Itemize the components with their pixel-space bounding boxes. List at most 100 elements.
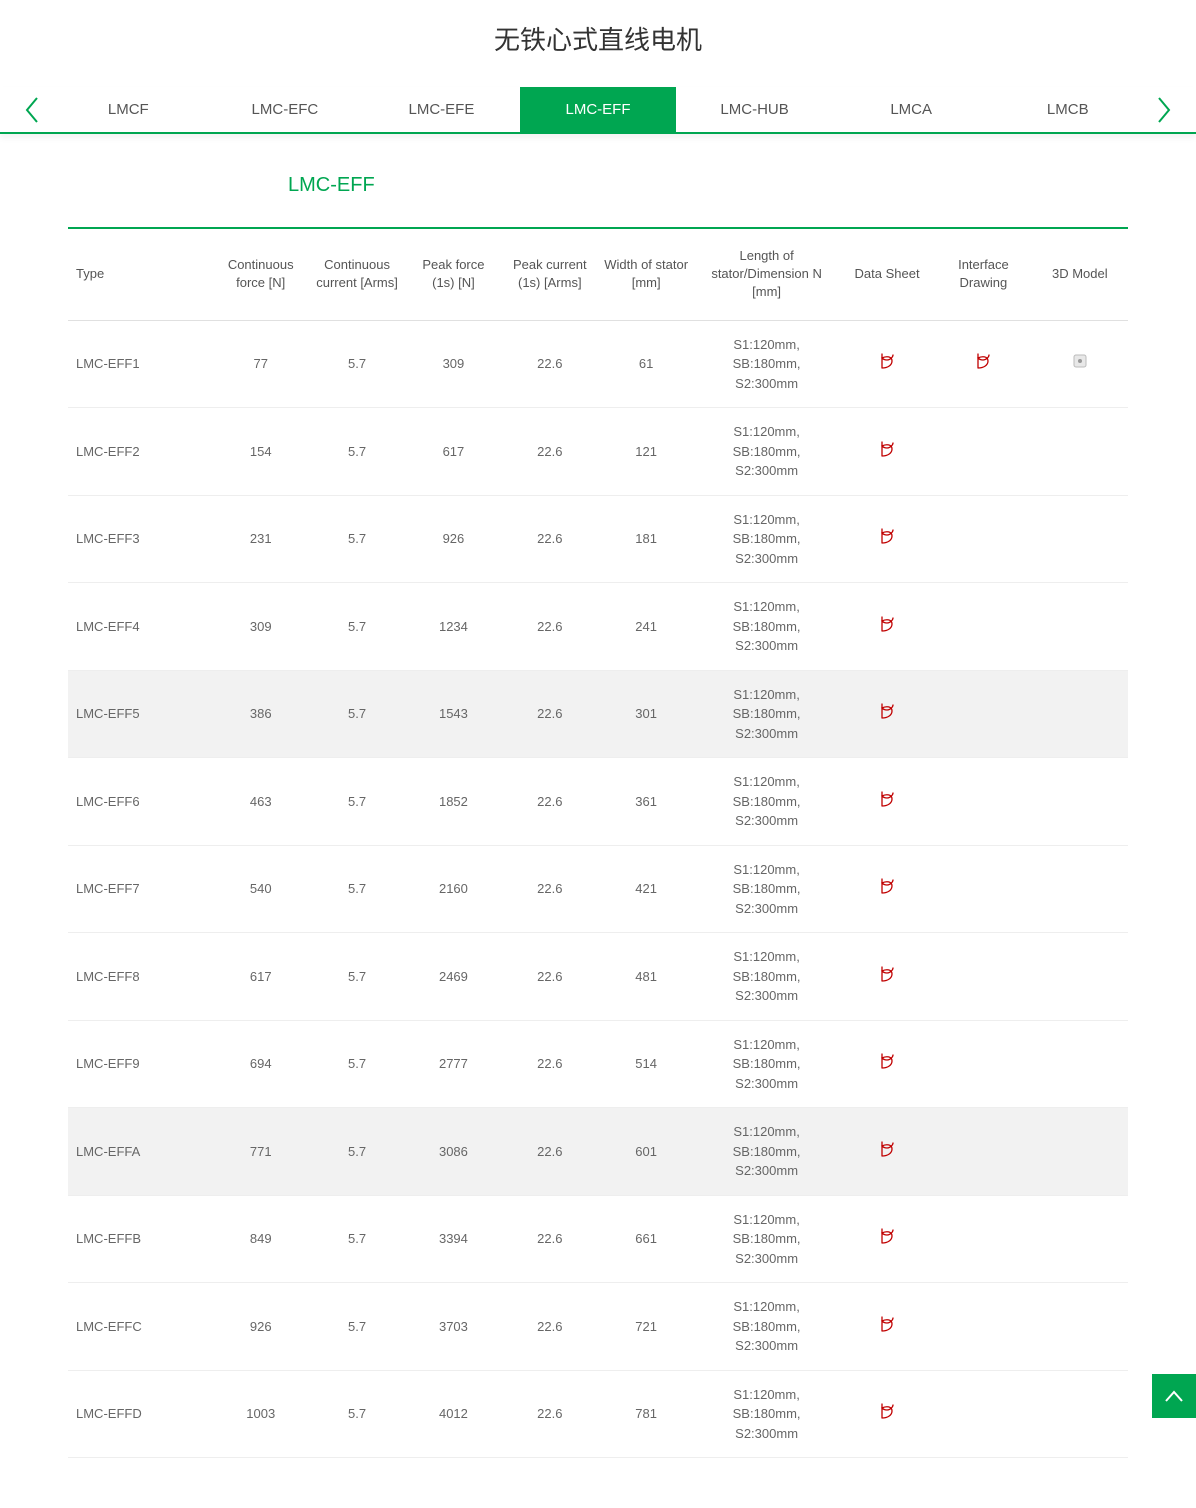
3d-model-cell — [1032, 1283, 1128, 1371]
column-header: 3D Model — [1032, 228, 1128, 320]
tab-lmc-efc[interactable]: LMC-EFC — [207, 87, 364, 132]
tabs-prev-button[interactable] — [18, 91, 46, 129]
tab-lmcf[interactable]: LMCF — [50, 87, 207, 132]
table-cell: LMC-EFF2 — [68, 408, 213, 496]
pdf-icon[interactable] — [879, 528, 895, 544]
table-row: LMC-EFF86175.7246922.6481S1:120mm, SB:18… — [68, 933, 1128, 1021]
table-cell: 3394 — [405, 1195, 501, 1283]
datasheet-cell — [839, 933, 935, 1021]
table-cell: 5.7 — [309, 1020, 405, 1108]
interface-drawing-cell — [935, 933, 1031, 1021]
table-cell: 22.6 — [502, 495, 598, 583]
interface-drawing-cell — [935, 408, 1031, 496]
datasheet-cell — [839, 408, 935, 496]
table-cell: LMC-EFF1 — [68, 320, 213, 408]
table-cell: 309 — [405, 320, 501, 408]
table-cell: 5.7 — [309, 583, 405, 671]
scroll-top-button[interactable] — [1152, 1374, 1196, 1418]
pdf-icon[interactable] — [879, 791, 895, 807]
table-cell: 514 — [598, 1020, 694, 1108]
table-cell: 1234 — [405, 583, 501, 671]
table-cell: 22.6 — [502, 933, 598, 1021]
3d-model-cell — [1032, 1195, 1128, 1283]
interface-drawing-cell — [935, 583, 1031, 671]
table-cell: 463 — [213, 758, 309, 846]
table-row: LMC-EFFB8495.7339422.6661S1:120mm, SB:18… — [68, 1195, 1128, 1283]
table-cell: LMC-EFF4 — [68, 583, 213, 671]
datasheet-cell — [839, 1370, 935, 1458]
interface-drawing-cell — [935, 1108, 1031, 1196]
table-cell: 3086 — [405, 1108, 501, 1196]
column-header: Type — [68, 228, 213, 320]
3d-model-cell — [1032, 670, 1128, 758]
table-cell: 601 — [598, 1108, 694, 1196]
table-cell: S1:120mm, SB:180mm, S2:300mm — [694, 1283, 839, 1371]
table-cell: 309 — [213, 583, 309, 671]
pdf-icon[interactable] — [879, 1403, 895, 1419]
table-body: LMC-EFF1775.730922.661S1:120mm, SB:180mm… — [68, 320, 1128, 1458]
table-cell: 481 — [598, 933, 694, 1021]
tab-lmca[interactable]: LMCA — [833, 87, 990, 132]
column-header: Length of stator/Dimension N [mm] — [694, 228, 839, 320]
table-cell: 22.6 — [502, 1370, 598, 1458]
datasheet-cell — [839, 1020, 935, 1108]
tab-lmcb[interactable]: LMCB — [989, 87, 1146, 132]
column-header: Width of stator [mm] — [598, 228, 694, 320]
table-cell: LMC-EFFD — [68, 1370, 213, 1458]
interface-drawing-cell — [935, 845, 1031, 933]
tabs-list: LMCFLMC-EFCLMC-EFELMC-EFFLMC-HUBLMCALMCB — [50, 87, 1146, 132]
datasheet-cell — [839, 583, 935, 671]
table-cell: S1:120mm, SB:180mm, S2:300mm — [694, 320, 839, 408]
tab-lmc-efe[interactable]: LMC-EFE — [363, 87, 520, 132]
table-cell: 2777 — [405, 1020, 501, 1108]
3d-model-cell — [1032, 583, 1128, 671]
table-cell: 22.6 — [502, 1195, 598, 1283]
table-cell: 1543 — [405, 670, 501, 758]
pdf-icon[interactable] — [879, 353, 895, 369]
datasheet-cell — [839, 1195, 935, 1283]
3d-model-cell — [1032, 1370, 1128, 1458]
pdf-icon[interactable] — [975, 353, 991, 369]
tabs-next-button[interactable] — [1150, 91, 1178, 129]
table-row: LMC-EFFD10035.7401222.6781S1:120mm, SB:1… — [68, 1370, 1128, 1458]
chevron-left-icon — [23, 96, 41, 124]
table-cell: LMC-EFFC — [68, 1283, 213, 1371]
table-cell: 5.7 — [309, 758, 405, 846]
table-cell: 22.6 — [502, 320, 598, 408]
pdf-icon[interactable] — [879, 1228, 895, 1244]
tab-lmc-hub[interactable]: LMC-HUB — [676, 87, 833, 132]
datasheet-cell — [839, 495, 935, 583]
table-cell: 421 — [598, 845, 694, 933]
table-cell: 694 — [213, 1020, 309, 1108]
pdf-icon[interactable] — [879, 616, 895, 632]
column-header: Data Sheet — [839, 228, 935, 320]
table-cell: S1:120mm, SB:180mm, S2:300mm — [694, 1370, 839, 1458]
page-title: 无铁心式直线电机 — [0, 0, 1196, 87]
pdf-icon[interactable] — [879, 878, 895, 894]
table-cell: S1:120mm, SB:180mm, S2:300mm — [694, 408, 839, 496]
pdf-icon[interactable] — [879, 1316, 895, 1332]
3d-model-icon[interactable] — [1073, 354, 1087, 368]
table-cell: 22.6 — [502, 845, 598, 933]
table-cell: 926 — [213, 1283, 309, 1371]
pdf-icon[interactable] — [879, 703, 895, 719]
datasheet-cell — [839, 670, 935, 758]
content-panel: LMC-EFF TypeContinuous force [N]Continuo… — [18, 134, 1178, 1508]
table-row: LMC-EFF75405.7216022.6421S1:120mm, SB:18… — [68, 845, 1128, 933]
tab-lmc-eff[interactable]: LMC-EFF — [520, 87, 677, 132]
table-cell: S1:120mm, SB:180mm, S2:300mm — [694, 670, 839, 758]
pdf-icon[interactable] — [879, 1141, 895, 1157]
products-table: TypeContinuous force [N]Continuous curre… — [68, 227, 1128, 1458]
pdf-icon[interactable] — [879, 441, 895, 457]
table-cell: 22.6 — [502, 758, 598, 846]
pdf-icon[interactable] — [879, 1053, 895, 1069]
table-row: LMC-EFF96945.7277722.6514S1:120mm, SB:18… — [68, 1020, 1128, 1108]
pdf-icon[interactable] — [879, 966, 895, 982]
table-cell: 617 — [405, 408, 501, 496]
table-cell: 5.7 — [309, 1108, 405, 1196]
table-cell: LMC-EFF7 — [68, 845, 213, 933]
table-cell: 5.7 — [309, 1370, 405, 1458]
table-cell: 121 — [598, 408, 694, 496]
table-cell: S1:120mm, SB:180mm, S2:300mm — [694, 583, 839, 671]
table-cell: 2469 — [405, 933, 501, 1021]
